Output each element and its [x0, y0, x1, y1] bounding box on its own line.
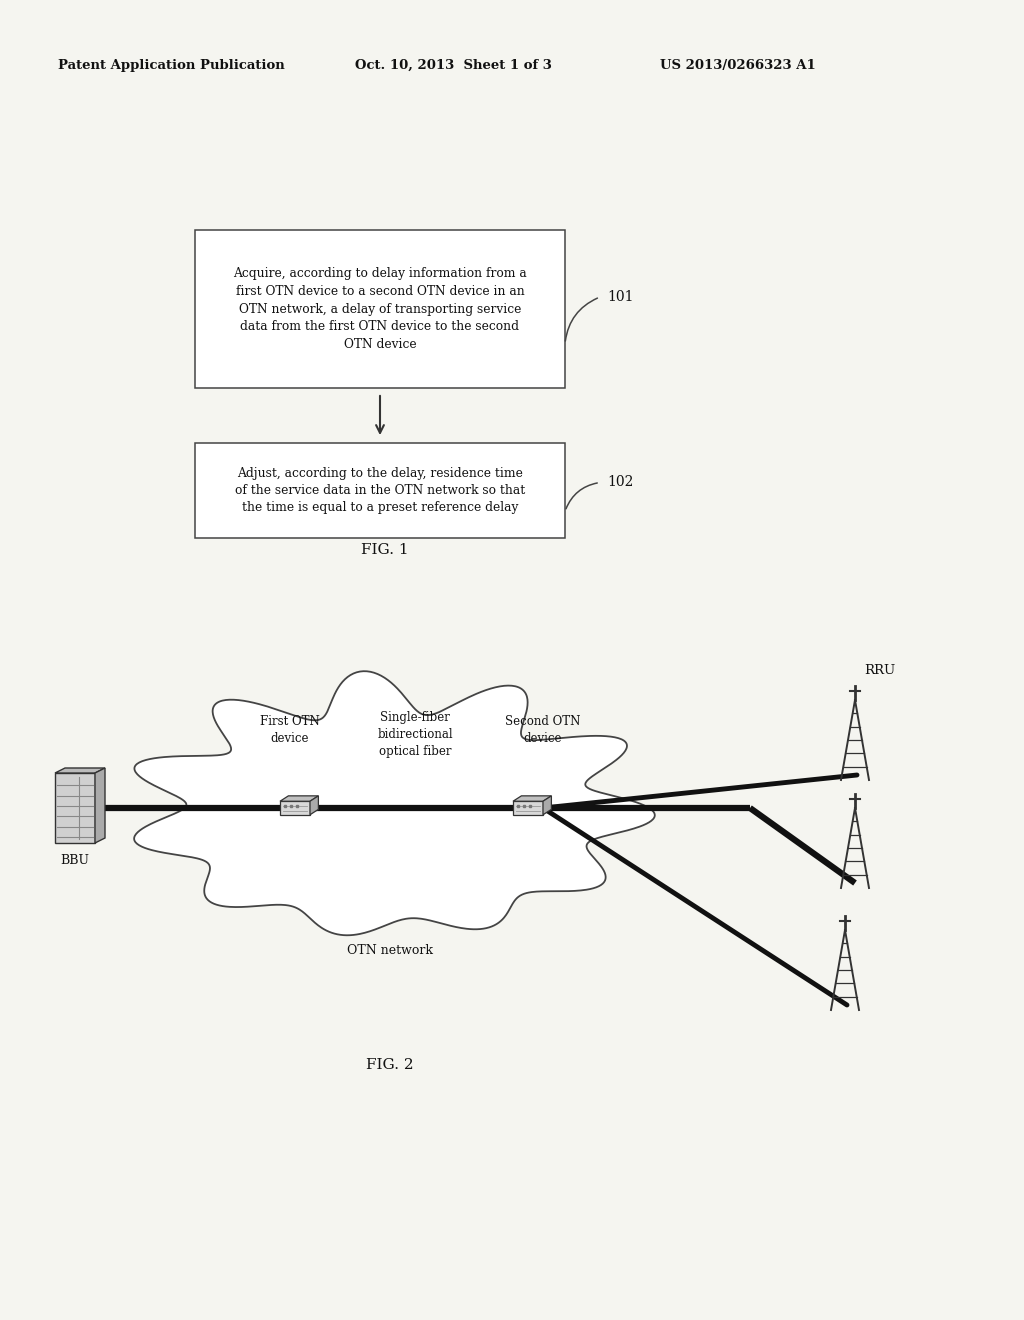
Polygon shape	[134, 671, 654, 936]
Text: US 2013/0266323 A1: US 2013/0266323 A1	[660, 58, 816, 71]
Bar	[195, 230, 565, 388]
Polygon shape	[95, 768, 105, 843]
Text: FIG. 2: FIG. 2	[367, 1059, 414, 1072]
Text: Second OTN
device: Second OTN device	[505, 715, 581, 744]
Text: OTN network: OTN network	[347, 944, 433, 957]
Text: FIG. 1: FIG. 1	[361, 543, 409, 557]
Text: First OTN
device: First OTN device	[260, 715, 319, 744]
Text: BBU: BBU	[60, 854, 89, 866]
Text: Acquire, according to delay information from a
first OTN device to a second OTN : Acquire, according to delay information …	[233, 268, 527, 351]
Polygon shape	[280, 796, 318, 801]
Text: Patent Application Publication: Patent Application Publication	[58, 58, 285, 71]
Text: Oct. 10, 2013  Sheet 1 of 3: Oct. 10, 2013 Sheet 1 of 3	[355, 58, 552, 71]
Text: 101: 101	[607, 290, 634, 304]
Text: 102: 102	[607, 475, 634, 490]
Polygon shape	[55, 768, 105, 774]
Text: RRU: RRU	[864, 664, 896, 676]
Polygon shape	[513, 796, 551, 801]
Text: Adjust, according to the delay, residence time
of the service data in the OTN ne: Adjust, according to the delay, residenc…	[234, 466, 525, 515]
Bar	[55, 774, 95, 843]
Polygon shape	[543, 796, 551, 814]
Bar	[513, 801, 543, 814]
Polygon shape	[310, 796, 318, 814]
Bar	[280, 801, 310, 814]
Bar	[195, 444, 565, 539]
Text: Single-fiber
bidirectional
optical fiber: Single-fiber bidirectional optical fiber	[377, 711, 453, 759]
